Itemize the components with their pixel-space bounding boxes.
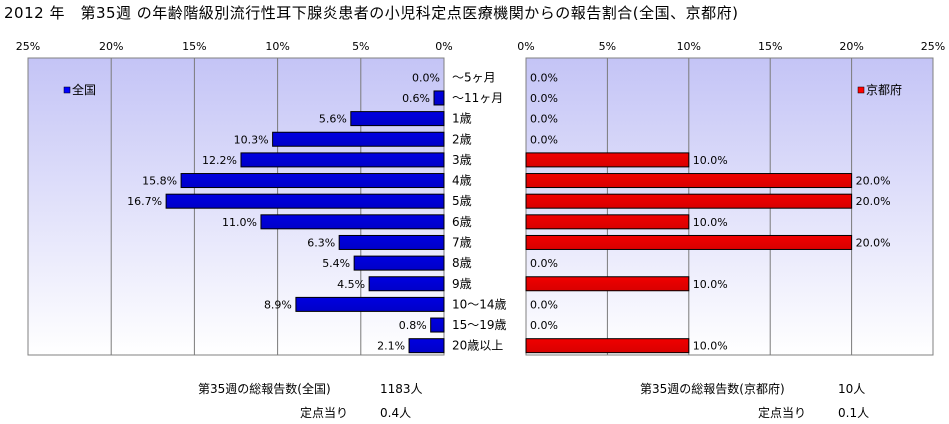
kyoto-bar	[525, 173, 853, 189]
kyoto-data-label: 0.0%	[530, 71, 558, 84]
page-title: 2012 年 第35週 の年齢階級別流行性耳下腺炎患者の小児科定点医療機関からの…	[4, 4, 739, 22]
kyoto-bar	[525, 152, 690, 168]
national-data-label: 15.8%	[142, 175, 177, 188]
national-bar	[180, 173, 445, 189]
national-tick-label: 20%	[99, 40, 123, 53]
age-category-label: 5歳	[452, 194, 472, 208]
kyoto-tick-label: 20%	[839, 40, 863, 53]
national-data-label: 0.6%	[402, 92, 430, 105]
age-category-label: 10～14歳	[452, 297, 507, 311]
national-legend-label: 全国	[72, 82, 96, 97]
age-category-label: 8歳	[452, 256, 472, 270]
national-data-label: 6.3%	[307, 236, 335, 249]
national-total-value: 1183人	[380, 382, 423, 396]
national-bar	[295, 296, 445, 312]
age-category-label: 7歳	[452, 235, 472, 249]
kyoto-tick-label: 15%	[758, 40, 782, 53]
national-data-label: 5.6%	[319, 113, 347, 126]
national-bar	[368, 276, 445, 292]
kyoto-tick-label: 0%	[517, 40, 534, 53]
kyoto-bar	[525, 338, 690, 354]
kyoto-data-label: 0.0%	[530, 113, 558, 126]
national-tick-label: 15%	[182, 40, 206, 53]
national-data-label: 11.0%	[222, 216, 257, 229]
age-category-label: 2歳	[452, 132, 472, 146]
kyoto-data-label: 0.0%	[530, 319, 558, 332]
national-data-label: 12.2%	[202, 154, 237, 167]
kyoto-data-label: 10.0%	[693, 216, 728, 229]
kyoto-data-label: 0.0%	[530, 257, 558, 270]
kyoto-tick-label: 10%	[677, 40, 701, 53]
kyoto-per-label: 定点当り	[758, 406, 807, 420]
national-data-label: 4.5%	[337, 278, 365, 291]
national-per-value: 0.4人	[380, 406, 412, 420]
kyoto-data-label: 0.0%	[530, 298, 558, 311]
national-bar	[433, 90, 445, 106]
national-bar	[430, 317, 445, 333]
kyoto-data-label: 20.0%	[856, 236, 891, 249]
national-bar	[350, 111, 445, 127]
national-tick-label: 0%	[435, 40, 452, 53]
national-per-label: 定点当り	[300, 406, 349, 420]
age-category-label: 4歳	[452, 174, 472, 188]
kyoto-tick-label: 25%	[921, 40, 945, 53]
national-data-label: 5.4%	[322, 257, 350, 270]
national-data-label: 8.9%	[264, 298, 292, 311]
age-category-label: 3歳	[452, 153, 472, 167]
national-legend-swatch	[63, 86, 71, 94]
national-data-label: 0.8%	[399, 319, 427, 332]
national-data-label: 16.7%	[127, 195, 162, 208]
kyoto-per-value: 0.1人	[838, 406, 870, 420]
national-tick-label: 25%	[16, 40, 40, 53]
national-data-label: 2.1%	[377, 340, 405, 353]
kyoto-total-label: 第35週の総報告数(京都府)	[640, 382, 785, 396]
national-total-label: 第35週の総報告数(全国)	[198, 382, 331, 396]
kyoto-bar	[525, 234, 853, 250]
kyoto-data-label: 20.0%	[856, 195, 891, 208]
age-category-label: 6歳	[452, 215, 472, 229]
kyoto-tick-label: 5%	[599, 40, 616, 53]
national-bar	[260, 214, 445, 230]
national-bar	[240, 152, 445, 168]
age-category-label: ～5ヶ月	[452, 70, 496, 84]
age-category-label: 1歳	[452, 112, 472, 126]
kyoto-data-label: 10.0%	[693, 154, 728, 167]
age-category-label: ～11ヶ月	[452, 91, 503, 105]
kyoto-data-label: 10.0%	[693, 340, 728, 353]
national-data-label: 0.0%	[412, 71, 440, 84]
national-data-label: 10.3%	[234, 133, 269, 146]
age-category-label: 15～19歳	[452, 318, 507, 332]
kyoto-bar	[525, 193, 853, 209]
age-category-labels: ～5ヶ月 ～11ヶ月 1歳 2歳 3歳 4歳 5歳 6歳 7歳 8歳 9歳 10～14歳 15～19歳 2…	[452, 70, 507, 352]
kyoto-legend-label: 京都府	[866, 82, 902, 97]
national-bar	[338, 234, 445, 250]
national-tick-label: 10%	[265, 40, 289, 53]
national-tick-label: 5%	[352, 40, 369, 53]
kyoto-data-label: 10.0%	[693, 278, 728, 291]
national-bar	[353, 255, 445, 271]
kyoto-bar	[525, 276, 690, 292]
kyoto-legend-swatch	[857, 86, 865, 94]
national-bar	[165, 193, 445, 209]
national-bar	[408, 338, 445, 354]
kyoto-data-label: 0.0%	[530, 133, 558, 146]
kyoto-data-label: 0.0%	[530, 92, 558, 105]
national-bar	[272, 131, 445, 147]
kyoto-data-label: 20.0%	[856, 175, 891, 188]
kyoto-total-value: 10人	[838, 382, 866, 396]
age-category-label: 20歳以上	[452, 339, 503, 353]
kyoto-bar	[525, 214, 690, 230]
national-chart: 0% 5% 10% 15% 20% 25% 0.0% 0.6% 5.6% 10.3% 12.2% 15…	[16, 40, 453, 356]
age-category-label: 9歳	[452, 277, 472, 291]
kyoto-chart: 0% 5% 10% 15% 20% 25% 0.0% 0.0% 0.0% 0.0% 10.0% 20.…	[517, 40, 945, 356]
